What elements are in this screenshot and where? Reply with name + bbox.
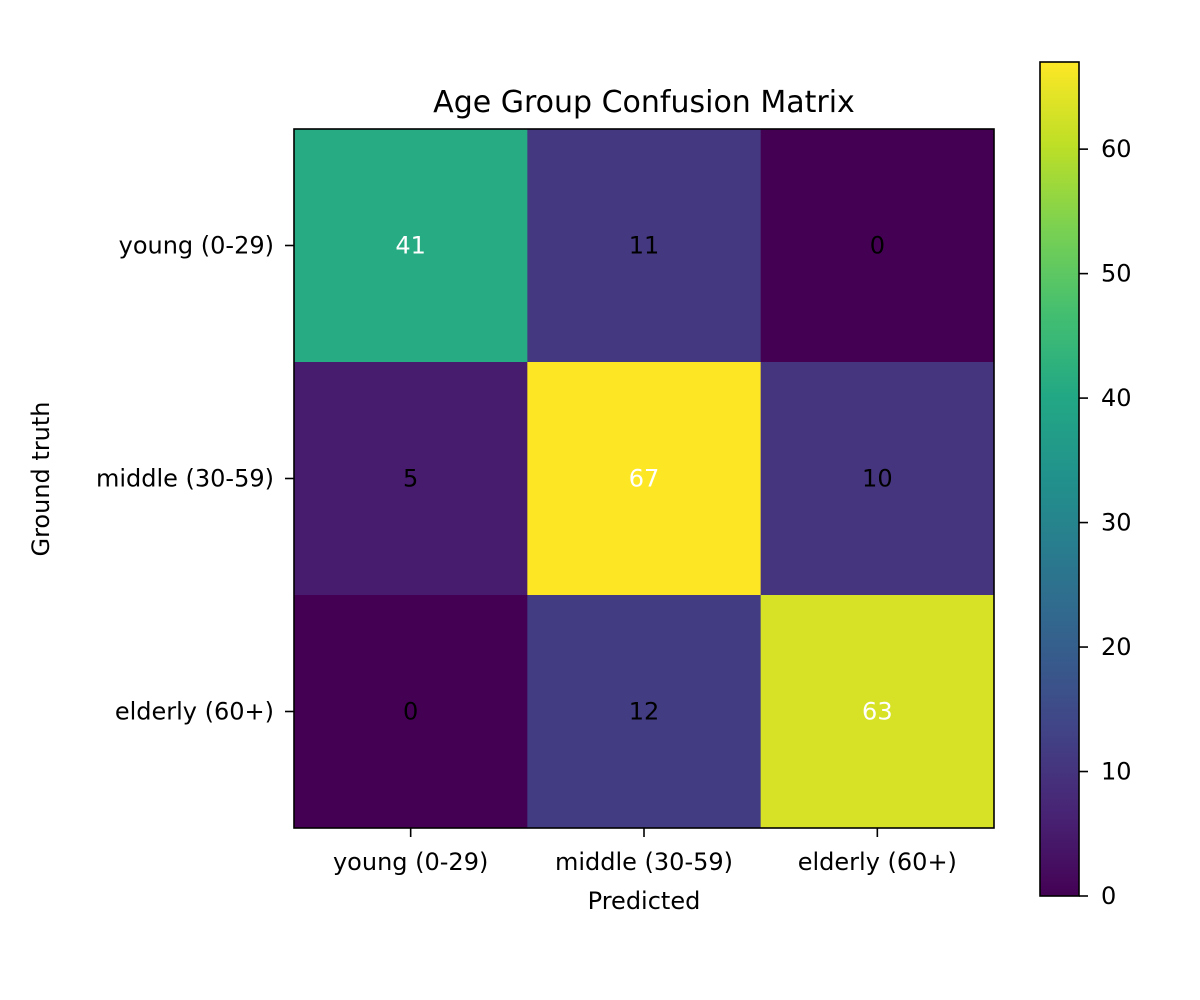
x-axis-label: Predicted <box>588 887 701 915</box>
colorbar-tick-label-6: 60 <box>1101 135 1132 163</box>
cell-value-r1-c2: 10 <box>862 465 893 493</box>
heatmap-cell-r1-c2 <box>760 362 995 596</box>
colorbar-tick-label-1: 10 <box>1101 758 1132 786</box>
x-tick-label-2: elderly (60+) <box>798 848 957 876</box>
x-axis-ticks: young (0-29) middle (30-59) elderly (60+) <box>333 828 957 876</box>
cell-value-r1-c0: 5 <box>403 465 418 493</box>
colorbar-ticks: 0 10 20 30 40 50 60 <box>1079 135 1132 910</box>
heatmap-cell-r0-c0 <box>294 129 528 363</box>
chart-title: Age Group Confusion Matrix <box>433 85 855 120</box>
colorbar-tick-label-0: 0 <box>1101 882 1116 910</box>
cell-value-r1-c1: 67 <box>629 465 660 493</box>
colorbar-tick-label-3: 30 <box>1101 509 1132 537</box>
heatmap-cells <box>294 129 995 829</box>
cell-value-r0-c1: 11 <box>629 232 660 260</box>
cell-value-r2-c0: 0 <box>403 698 418 726</box>
heatmap-cell-r1-c0 <box>294 362 528 596</box>
heatmap-cell-labels: 41 11 0 5 67 10 0 12 63 <box>395 232 892 726</box>
heatmap-cell-r0-c2 <box>760 129 995 363</box>
cell-value-r2-c2: 63 <box>862 698 893 726</box>
heatmap-cell-r2-c2 <box>760 595 995 829</box>
heatmap-cell-r2-c1 <box>527 595 762 829</box>
y-tick-label-1: middle (30-59) <box>96 465 274 493</box>
y-axis-ticks: young (0-29) middle (30-59) elderly (60+) <box>96 232 294 726</box>
heatmap-cell-r1-c1 <box>527 362 762 596</box>
y-tick-label-0: young (0-29) <box>119 232 274 260</box>
colorbar-tick-label-4: 40 <box>1101 384 1132 412</box>
y-axis-label: Ground truth <box>27 401 55 556</box>
cell-value-r0-c2: 0 <box>870 232 885 260</box>
cell-value-r0-c0: 41 <box>395 232 426 260</box>
x-tick-label-0: young (0-29) <box>333 848 488 876</box>
heatmap-cell-r0-c1 <box>527 129 762 363</box>
heatmap-cell-r2-c0 <box>294 595 528 829</box>
colorbar-tick-label-5: 50 <box>1101 260 1132 288</box>
y-tick-label-2: elderly (60+) <box>115 698 274 726</box>
cell-value-r2-c1: 12 <box>629 698 660 726</box>
colorbar <box>1039 61 1080 897</box>
colorbar-tick-label-2: 20 <box>1101 633 1132 661</box>
x-tick-label-1: middle (30-59) <box>555 848 733 876</box>
